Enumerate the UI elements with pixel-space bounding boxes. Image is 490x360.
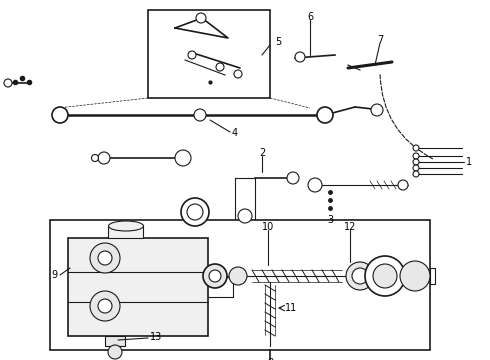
Text: 8: 8 [267,358,273,360]
Circle shape [365,256,405,296]
Circle shape [371,104,383,116]
Text: 10: 10 [262,222,274,232]
Circle shape [98,299,112,313]
Circle shape [216,63,224,71]
Circle shape [98,251,112,265]
Text: 7: 7 [377,35,383,45]
Circle shape [181,198,209,226]
Text: 12: 12 [344,222,356,232]
Circle shape [108,345,122,359]
Circle shape [373,264,397,288]
Circle shape [4,79,12,87]
Circle shape [317,107,333,123]
Bar [108,226,143,238]
Text: 3: 3 [327,215,333,225]
Circle shape [229,267,247,285]
Circle shape [413,153,419,159]
Circle shape [287,172,299,184]
Text: 5: 5 [275,37,281,47]
Circle shape [308,178,322,192]
Circle shape [90,243,120,273]
Circle shape [52,107,68,123]
Circle shape [187,204,203,220]
Text: 1: 1 [466,157,472,167]
Text: 9: 9 [51,270,57,280]
Circle shape [413,159,419,165]
Text: 4: 4 [232,128,238,138]
Circle shape [209,270,221,282]
Text: 13: 13 [150,332,162,342]
Ellipse shape [108,221,144,231]
Text: 6: 6 [307,12,313,22]
Circle shape [90,291,120,321]
Circle shape [346,262,374,290]
Text: 11: 11 [285,303,297,313]
Circle shape [413,171,419,177]
Bar [105,336,125,346]
Circle shape [98,152,110,164]
Circle shape [196,13,206,23]
Circle shape [92,154,98,162]
Circle shape [238,209,252,223]
Circle shape [234,70,242,78]
Circle shape [413,145,419,151]
Circle shape [194,109,206,121]
Circle shape [175,150,191,166]
Circle shape [413,165,419,171]
Circle shape [295,52,305,62]
Circle shape [352,268,368,284]
Circle shape [188,51,196,59]
Bar [50,220,430,350]
Circle shape [400,261,430,291]
Circle shape [398,180,408,190]
Text: 2: 2 [259,148,265,158]
Bar [68,238,208,336]
Bar [148,10,270,98]
Bar [430,268,435,284]
Circle shape [203,264,227,288]
